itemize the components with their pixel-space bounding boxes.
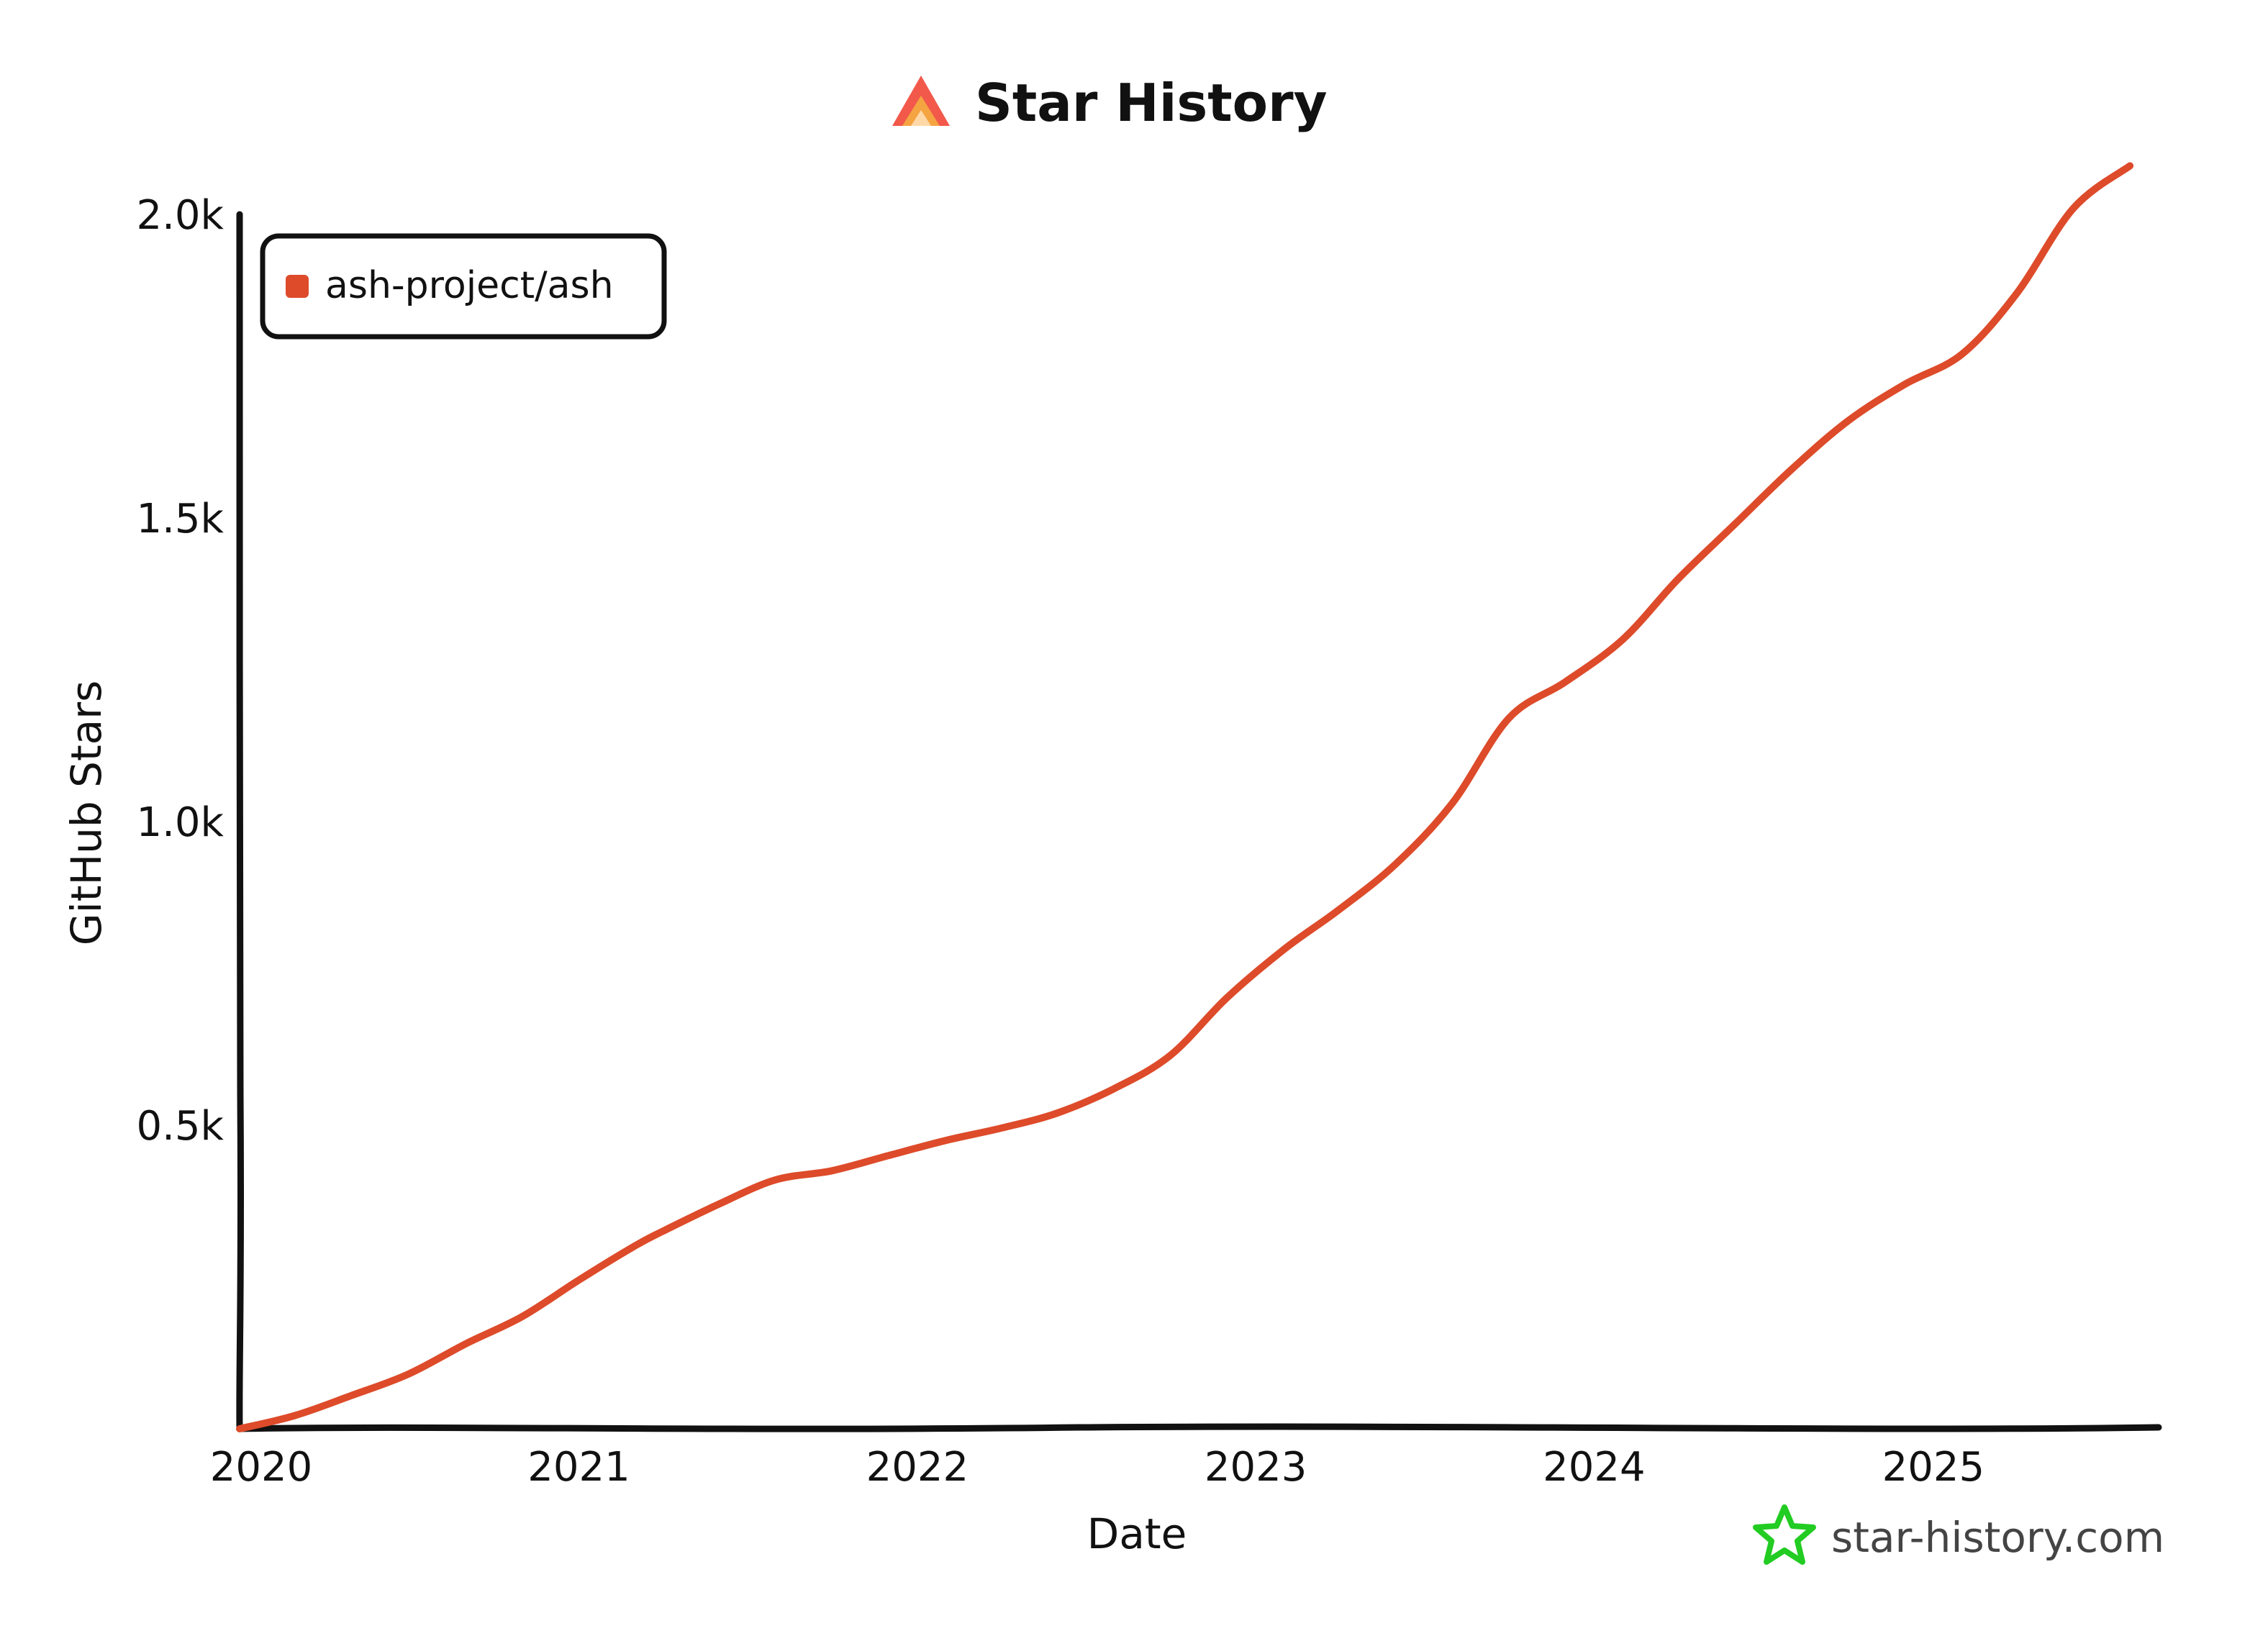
y-tick-label: 0.5k [137,1103,224,1150]
legend: ash-project/ash [260,233,667,340]
x-tick-label: 2020 [210,1444,313,1491]
y-tick-label: 2.0k [137,192,224,239]
y-axis-label: GitHub Stars [62,681,111,946]
x-tick-label: 2023 [1205,1444,1307,1491]
x-tick-label: 2024 [1543,1444,1646,1491]
star-outline-icon [1753,1504,1816,1565]
axes [236,211,2162,1432]
legend-box [260,233,667,340]
chart-title: Star History [975,73,1328,133]
series-line-ash-project-ash [236,162,2134,1432]
star-history-logo-icon [892,76,950,126]
legend-swatch [286,275,309,298]
legend-label: ash-project/ash [325,264,614,307]
footer-watermark: star-history.com [1753,1504,2164,1565]
x-tick-label: 2022 [866,1444,969,1491]
x-tick-label: 2025 [1882,1444,1985,1491]
x-axis-label: Date [1087,1509,1187,1558]
chart-header: Star History [892,73,1328,133]
y-tick-label: 1.5k [137,496,224,542]
y-ticks: 0.5k 1.0k 1.5k 2.0k [137,192,224,1150]
y-axis-line [236,211,245,1432]
footer-text: star-history.com [1831,1513,2164,1562]
x-ticks: 2020 2021 2022 2023 2024 2025 [210,1444,1984,1491]
y-tick-label: 1.0k [137,799,224,846]
x-axis-line [236,1423,2162,1432]
x-tick-label: 2021 [527,1444,630,1491]
